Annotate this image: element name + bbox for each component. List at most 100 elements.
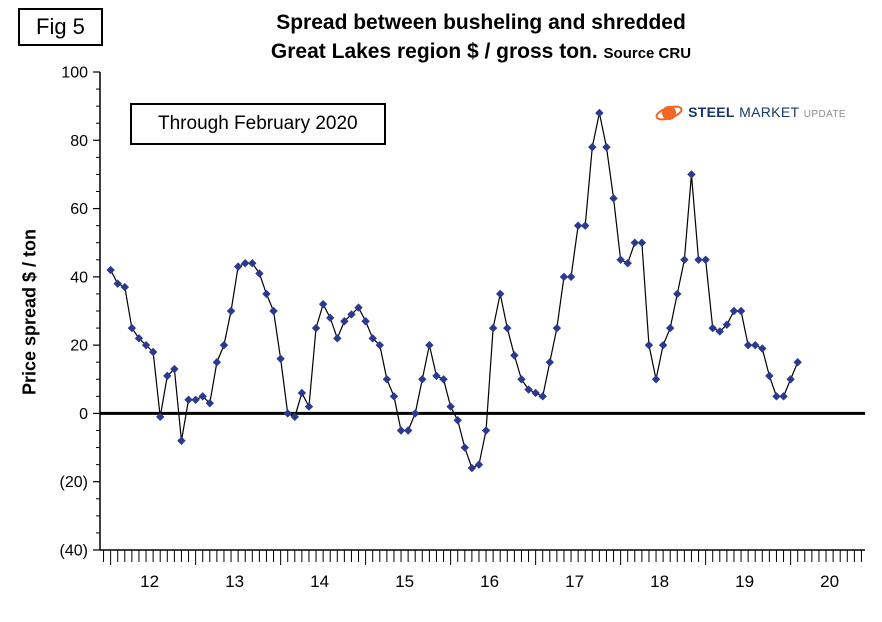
data-point-marker xyxy=(120,282,129,292)
data-point-marker xyxy=(127,323,137,333)
data-point-marker xyxy=(637,238,647,247)
data-series xyxy=(100,108,865,473)
data-point-marker xyxy=(630,238,639,247)
smu-logo-word-market: MARKET xyxy=(739,104,800,120)
data-point-marker xyxy=(651,375,661,384)
data-point-marker xyxy=(283,409,292,418)
data-point-marker xyxy=(729,306,739,316)
y-tick-label: 100 xyxy=(61,65,88,82)
smu-logo-word-update: UPDATE xyxy=(803,109,846,120)
data-point-marker xyxy=(276,354,285,363)
y-tick-label: 60 xyxy=(70,201,88,218)
data-point-marker xyxy=(573,221,583,230)
data-point-marker xyxy=(354,303,363,312)
smu-logo-text: STEEL MARKET UPDATE xyxy=(688,104,846,122)
data-point-marker xyxy=(531,388,540,398)
data-point-marker xyxy=(212,358,222,367)
chart-title-line2: Great Lakes region $ / gross ton. Source… xyxy=(110,37,852,68)
x-axis: 12 13 14 15 16 17 18 19 20 xyxy=(100,549,865,591)
data-point-marker xyxy=(297,388,307,398)
data-point-marker xyxy=(758,344,767,353)
data-point-marker xyxy=(566,272,576,282)
data-point-marker xyxy=(191,395,200,404)
y-tick-label: 0 xyxy=(79,406,88,423)
data-point-marker xyxy=(467,463,477,473)
data-point-marker xyxy=(552,323,562,333)
data-point-marker xyxy=(460,443,469,452)
series-line xyxy=(110,112,799,469)
data-point-marker xyxy=(439,375,448,384)
y-tick-label: (40) xyxy=(60,543,88,560)
data-point-marker xyxy=(503,323,512,333)
data-point-marker xyxy=(205,398,214,408)
data-point-marker xyxy=(403,426,413,435)
data-point-marker xyxy=(156,412,165,422)
data-point-marker xyxy=(340,317,349,326)
data-point-marker xyxy=(326,313,335,323)
data-point-marker xyxy=(751,340,760,350)
data-point-marker xyxy=(581,221,590,230)
data-point-marker xyxy=(559,272,569,282)
figure-label-box: Fig 5 xyxy=(18,8,103,46)
data-point-marker xyxy=(411,409,420,418)
data-point-marker xyxy=(389,392,399,401)
y-tick-label: 80 xyxy=(70,133,88,150)
data-point-marker xyxy=(616,255,625,264)
data-point-marker xyxy=(765,371,774,381)
y-axis: 100 80 60 40 20 0 (20) (40) xyxy=(60,65,101,560)
data-point-marker xyxy=(623,259,632,268)
data-point-marker xyxy=(708,323,717,333)
data-point-marker xyxy=(226,306,236,316)
x-tick-label: 17 xyxy=(565,572,584,591)
x-tick-label: 20 xyxy=(820,572,839,591)
x-tick-label: 12 xyxy=(140,572,159,591)
x-tick-label: 15 xyxy=(395,572,414,591)
annotation-box: Through February 2020 xyxy=(130,103,386,145)
data-point-marker xyxy=(538,392,547,401)
data-point-marker xyxy=(743,340,753,350)
chart-subtitle: Great Lakes region $ / gross ton. xyxy=(270,40,598,63)
data-point-marker xyxy=(779,392,788,401)
data-point-marker xyxy=(304,402,314,411)
data-point-marker xyxy=(488,323,498,333)
data-point-marker xyxy=(736,306,746,316)
source-note: Source CRU xyxy=(603,45,692,62)
data-point-marker xyxy=(680,255,689,264)
y-tick-label: 40 xyxy=(70,269,88,286)
data-point-marker xyxy=(219,340,229,350)
data-point-marker xyxy=(517,375,526,384)
data-point-marker xyxy=(786,375,795,384)
data-point-marker xyxy=(588,142,597,152)
data-point-marker xyxy=(701,255,710,264)
chart-title-line1: Spread between busheling and shredded xyxy=(276,11,686,34)
x-tick-label: 19 xyxy=(735,572,754,591)
data-point-marker xyxy=(496,289,505,299)
data-point-marker xyxy=(347,310,356,319)
data-point-marker xyxy=(368,334,377,343)
data-point-marker xyxy=(595,108,604,118)
data-point-marker xyxy=(318,299,328,309)
data-point-marker xyxy=(694,255,703,264)
chart-title-block: Spread between busheling and shredded Gr… xyxy=(110,8,852,68)
data-point-marker xyxy=(722,320,732,329)
data-point-marker xyxy=(687,170,696,179)
data-point-marker xyxy=(361,317,370,326)
x-tick-label: 14 xyxy=(310,572,329,591)
data-point-marker xyxy=(524,385,533,394)
data-point-marker xyxy=(148,347,158,357)
data-point-marker xyxy=(602,142,611,152)
data-point-marker xyxy=(644,340,654,350)
data-point-marker xyxy=(163,371,172,381)
data-point-marker xyxy=(375,340,384,350)
data-point-marker xyxy=(113,279,122,288)
data-point-marker xyxy=(666,323,675,333)
data-point-marker xyxy=(446,402,455,411)
smu-logo-orb-icon xyxy=(655,105,683,121)
smu-logo-word-steel: STEEL xyxy=(688,104,735,120)
data-point-marker xyxy=(170,364,179,374)
data-point-marker xyxy=(255,269,264,278)
data-point-marker xyxy=(382,375,392,384)
data-point-marker xyxy=(453,416,462,425)
